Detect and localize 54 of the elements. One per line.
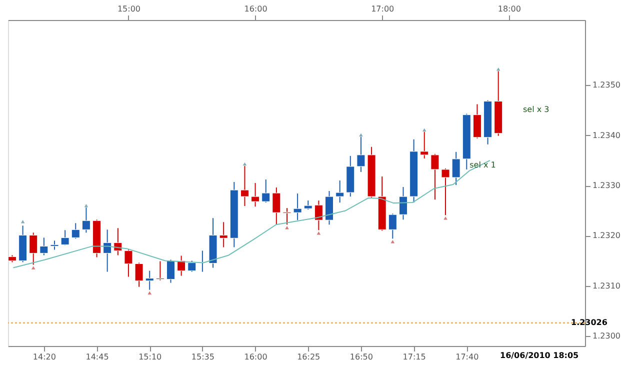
candlestick [219,222,228,248]
x-tick-label: 15:35 [191,352,214,362]
point [148,291,152,294]
annotation: sel x 1 [470,160,496,170]
x2-tick-label: 17:00 [371,4,394,14]
point [242,162,247,166]
text: 16/06/2010 18:05 [500,351,580,360]
y-tick-label: 1.2350 [592,80,620,90]
point [359,133,363,136]
x-tick-label: 16:00 [244,352,268,362]
point [84,204,88,208]
candlestick [82,207,90,234]
candlestick [336,180,344,204]
point [285,226,289,230]
x-tick-label: 17:15 [402,352,426,362]
candlestick [388,213,397,240]
x2-tick-label: 16:00 [244,4,268,14]
candlestick [420,131,429,159]
y-tick-label: 1.2320 [592,231,620,240]
x2-tick-label: 18:00 [498,4,521,14]
x-tick-label: 15:10 [138,352,162,362]
y-tick-label: 1.2300 [592,331,620,340]
point [316,232,321,235]
x-tick-label: 17:40 [456,352,479,362]
x2-tick-label: 15:00 [117,4,141,14]
y-tick-label: 1.2340 [592,130,620,140]
x-tick-label: 14:45 [86,352,109,362]
candlestick [166,259,175,284]
candlestick [156,260,164,281]
candlestick [103,229,112,272]
x-tick-label: 14:20 [32,352,56,362]
candlestick [188,260,196,272]
candlestick [472,104,482,139]
candlestick [29,232,38,266]
point [496,68,500,71]
point [422,128,426,132]
candlestick [325,190,334,226]
y-tick-label: 1.2330 [592,181,620,190]
line-series [12,160,490,268]
candlestick [71,222,80,240]
candlestick [314,200,323,231]
x-tick-label: 16:25 [297,352,320,362]
candlestick [398,186,408,220]
point [31,266,36,270]
annotation: sel x 3 [523,105,550,114]
point [390,240,395,244]
x-tick-label: 16:50 [350,352,373,362]
candlestick [177,255,186,276]
y-tick-label: 1.2310 [592,281,620,290]
candlestick [145,270,154,290]
candlestick [262,178,270,204]
candlestick [304,200,312,210]
ref-line-label: 1.23026 [571,318,608,327]
candlestick [251,182,260,208]
